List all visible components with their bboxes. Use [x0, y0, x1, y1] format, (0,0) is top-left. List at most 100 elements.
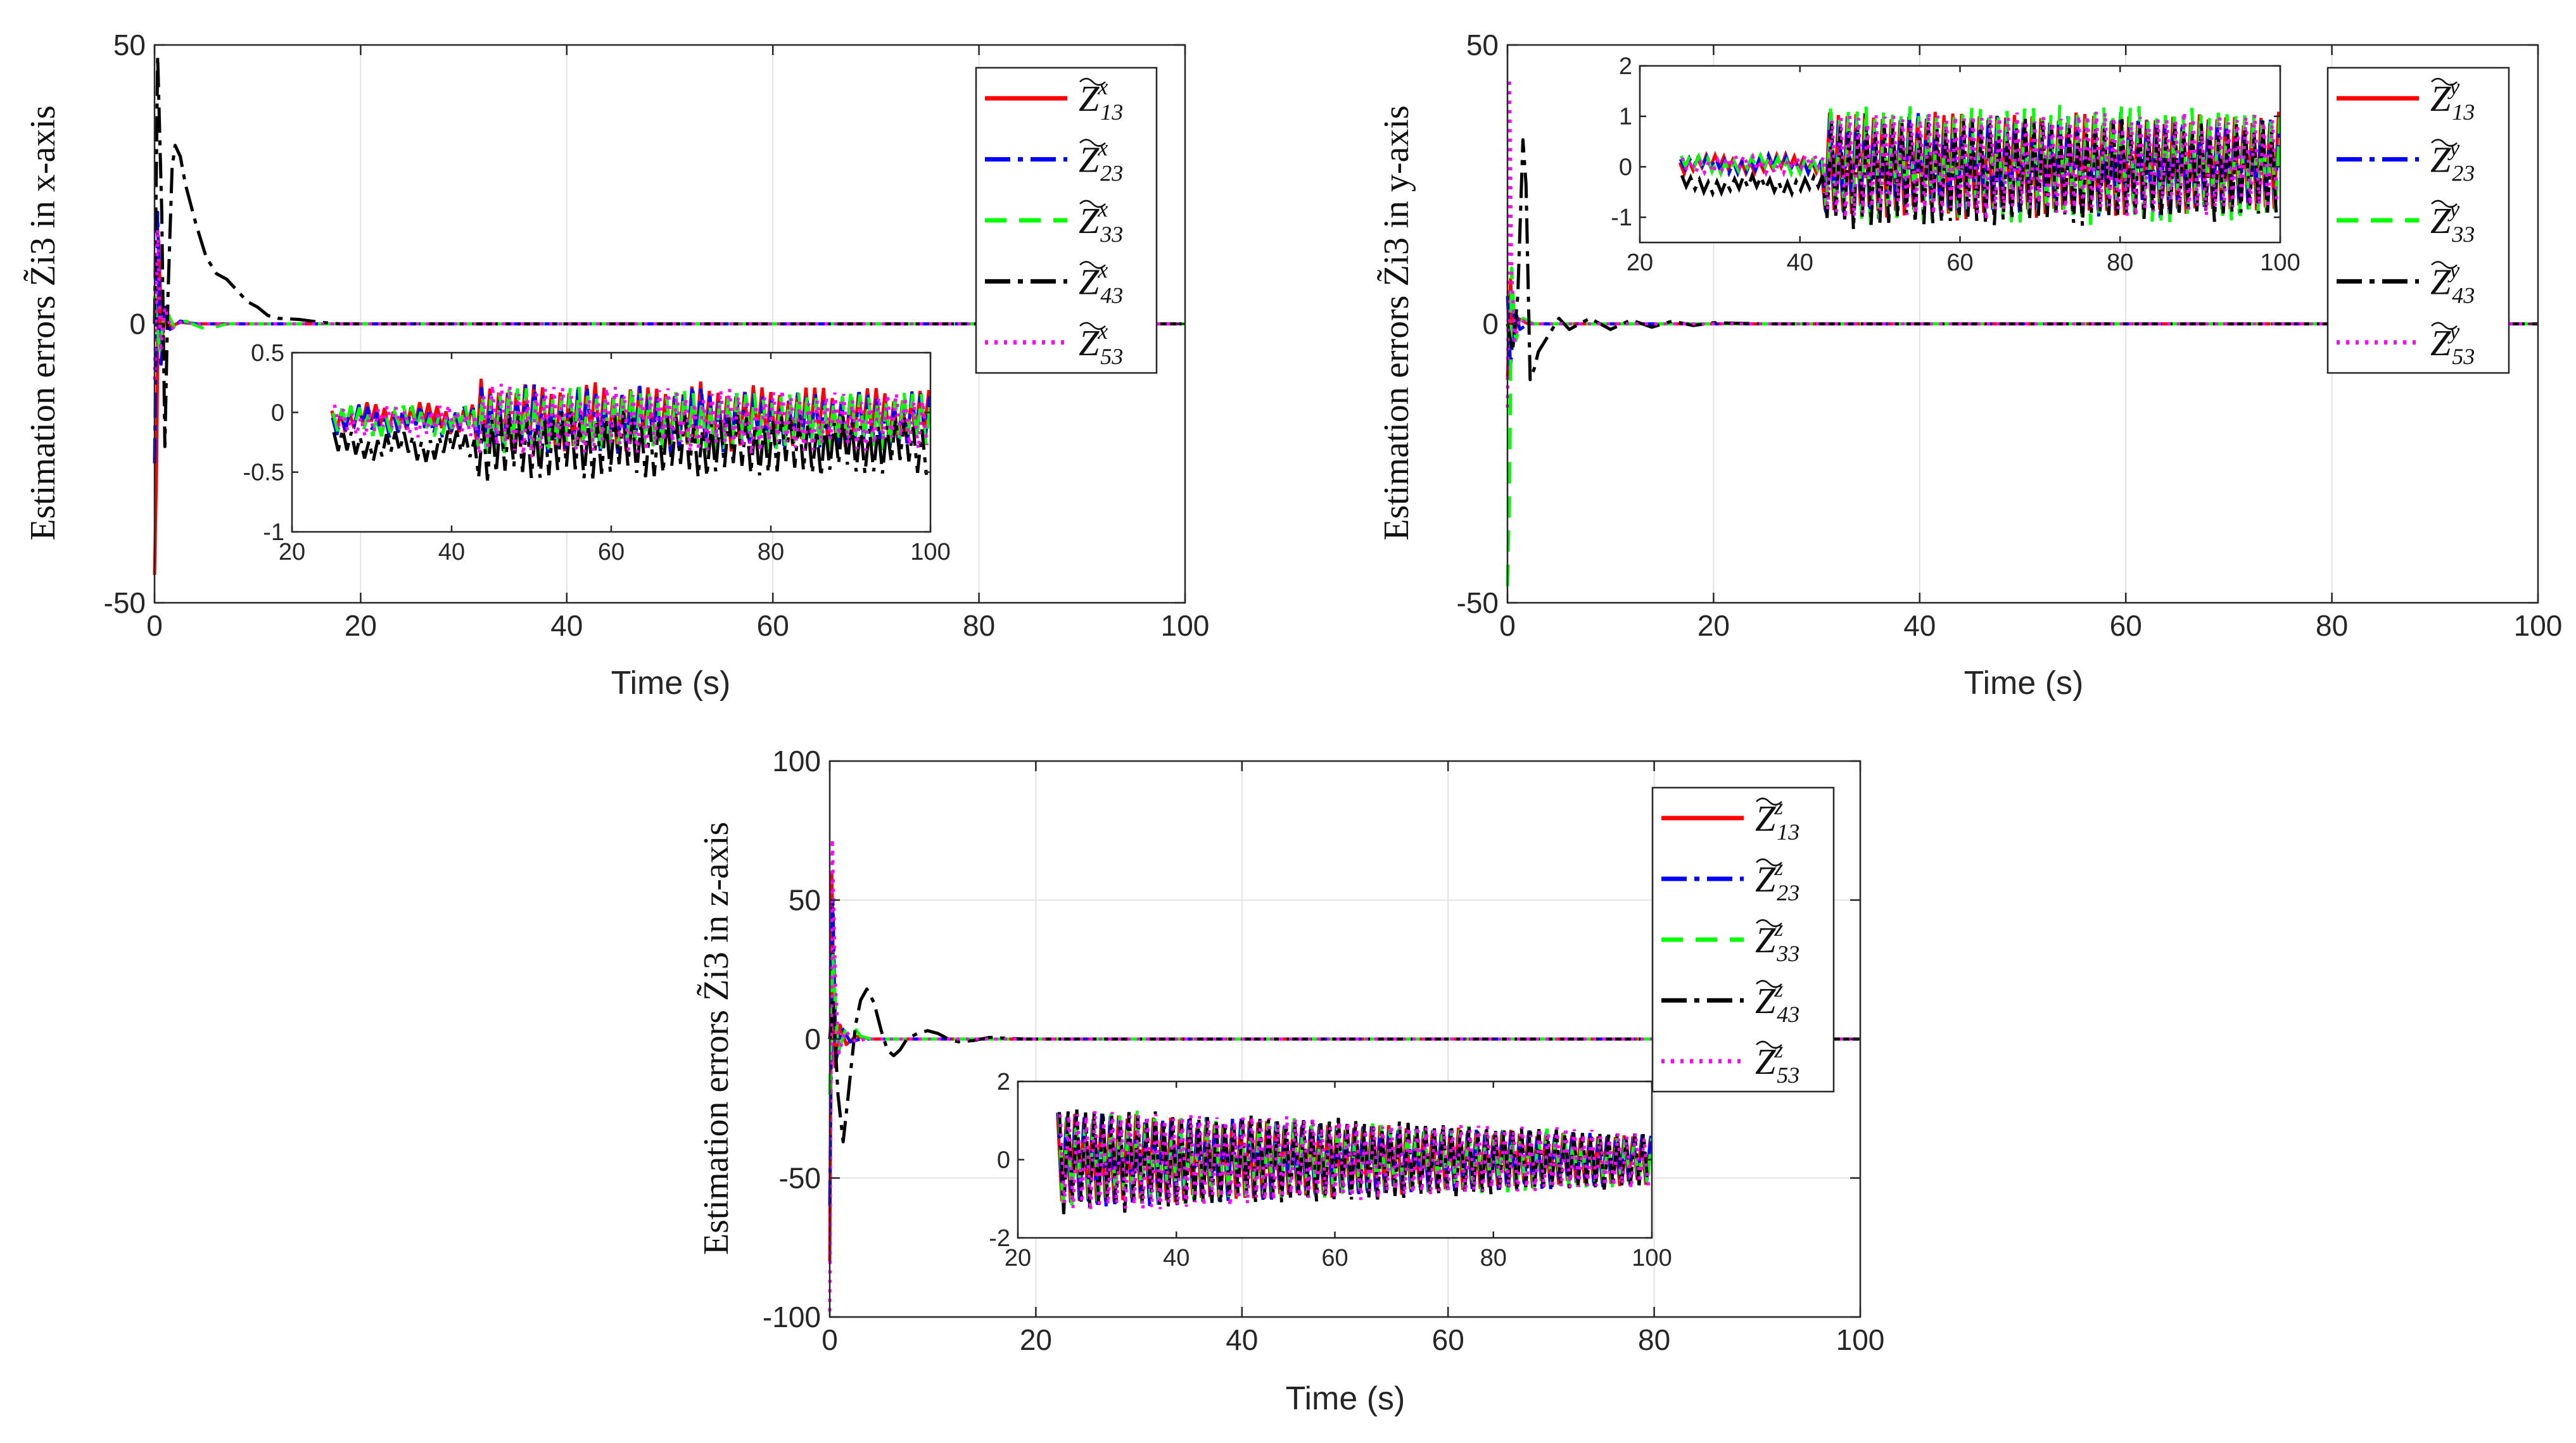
chart-y-series-line-4 — [1506, 138, 2538, 382]
chart-y-x-axis-label: Time (s) — [1964, 665, 2084, 702]
chart-x-legend-label-1: Z13x — [1079, 74, 1123, 125]
chart-y-inset: 20 40 60 80 100 -1 0 1 2 — [1611, 53, 2300, 276]
chart-z-inset-ytick-label-1: 0 — [997, 1147, 1010, 1174]
chart-y-ytick-label-0: -50 — [1457, 586, 1499, 619]
chart-x-legend-label-2: Z23x — [1079, 135, 1123, 186]
chart-z-legend-tilde-3 — [1756, 919, 1782, 928]
chart-x-inset-xtick-label-4: 100 — [910, 539, 950, 565]
chart-y-legend-label-3: Z33y — [2430, 196, 2475, 247]
chart-z-ytick-label-3: 50 — [789, 884, 821, 917]
chart-x-xtick-label-2: 40 — [550, 609, 583, 642]
chart-z-inset: 20 40 60 80 100 -2 0 2 — [989, 1069, 1672, 1271]
chart-x-legend-label-3: Z33x — [1079, 196, 1123, 247]
chart-y-inset-xtick-label-0: 20 — [1627, 249, 1653, 276]
chart-z-legend-tilde-4 — [1756, 980, 1782, 988]
chart-z-xtick-label-4: 80 — [1638, 1323, 1670, 1356]
chart-y-legend-tilde-1 — [2431, 77, 2458, 86]
chart-x-inset-xtick-label-3: 80 — [758, 539, 784, 565]
chart-z-xtick-label-3: 60 — [1432, 1323, 1464, 1356]
chart-y-xtick-label-2: 40 — [1903, 609, 1936, 642]
chart-x-series-line-4 — [153, 54, 1185, 448]
chart-x-inset: 20 40 60 80 100 -1 -0.5 0 0.5 — [243, 340, 951, 565]
chart-x-x-axis-label: Time (s) — [611, 665, 731, 702]
chart-x-xtick-label-3: 60 — [757, 609, 789, 642]
chart-z-inset-xtick-label-4: 100 — [1632, 1245, 1672, 1271]
chart-x-ytick-label-1: 0 — [129, 308, 146, 341]
chart-x-inset-xtick-label-2: 60 — [598, 539, 625, 565]
chart-x-legend-tilde-1 — [1079, 77, 1106, 86]
chart-x-inset-xtick-label-0: 20 — [279, 539, 305, 565]
chart-z-legend-tilde-5 — [1756, 1040, 1782, 1049]
chart-y-legend-label-2: Z23y — [2430, 135, 2475, 186]
chart-x-series-line-5 — [153, 227, 1185, 380]
chart-y-xtick-label-0: 0 — [1499, 609, 1516, 642]
chart-z-inset-series-5 — [1058, 1110, 1651, 1211]
chart-x-ytick-label-0: -50 — [104, 586, 146, 619]
chart-z-xtick-label-5: 100 — [1836, 1323, 1885, 1356]
chart-y-inset-xtick-label-1: 40 — [1787, 249, 1813, 276]
chart-y-legend-label-4: Z43y — [2430, 257, 2475, 308]
chart-y-xtick-label-4: 80 — [2316, 609, 2348, 642]
chart-y-xtick-label-3: 60 — [2110, 609, 2142, 642]
chart-y-ytick-label-1: 0 — [1482, 308, 1499, 341]
chart-x-legend-label-4: Z43x — [1079, 257, 1123, 308]
chart-x-inset-lines — [330, 379, 930, 481]
chart-x-inset-ytick-label-0: -1 — [263, 519, 284, 546]
chart-y-legend-tilde-3 — [2431, 199, 2458, 208]
chart-x-xtick-label-0: 0 — [146, 609, 163, 642]
chart-z-ytick-label-1: -50 — [779, 1162, 821, 1195]
chart-z-inset-xtick-label-2: 60 — [1321, 1245, 1348, 1271]
chart-y-legend-tilde-2 — [2431, 139, 2458, 147]
chart-y-inset-lines — [1678, 104, 2280, 230]
chart-z-legend-label-4: Z43z — [1755, 976, 1799, 1027]
chart-z-legend-label-3: Z33z — [1755, 916, 1799, 966]
chart-y-legend: Z13y Z23y Z33y Z43y Z53y — [2326, 66, 2510, 374]
chart-z-xtick-label-1: 20 — [1020, 1323, 1052, 1356]
chart-y-ytick-label-2: 50 — [1466, 28, 1499, 61]
chart-y-inset-ytick-label-3: 2 — [1619, 53, 1632, 80]
chart-x-inset-series-5 — [333, 384, 929, 458]
chart-z-legend-tilde-2 — [1756, 858, 1782, 867]
chart-z-inset-xtick-label-3: 80 — [1480, 1245, 1507, 1271]
chart-x-y-axis-label: Estimation errors Z̃i3 in x-axis — [23, 105, 63, 540]
chart-x-xtick-label-5: 100 — [1161, 609, 1210, 642]
chart-z-inset-series-4 — [1058, 1109, 1650, 1214]
chart-y-legend-label-1: Z13y — [2430, 74, 2475, 125]
chart-y-inset-ytick-label-0: -1 — [1611, 205, 1632, 231]
chart-x-xtick-label-4: 80 — [963, 609, 995, 642]
chart-y-legend-label-5: Z53y — [2430, 318, 2475, 369]
chart-z-ytick-label-2: 0 — [804, 1023, 821, 1055]
chart-z-inset-lines — [1056, 1109, 1652, 1214]
chart-y-legend-tilde-4 — [2431, 261, 2458, 269]
chart-z-legend-label-5: Z53z — [1755, 1037, 1799, 1088]
chart-z-legend-label-1: Z13z — [1755, 794, 1799, 845]
chart-z-inset-ytick-label-2: 2 — [997, 1069, 1010, 1095]
chart-x-xtick-label-1: 20 — [345, 609, 377, 642]
chart-y-inset-xtick-label-2: 60 — [1946, 249, 1973, 276]
chart-x-inset-xtick-label-1: 40 — [438, 539, 465, 565]
chart-y-inset-series-5 — [1680, 111, 2279, 220]
chart-x-legend-tilde-2 — [1079, 139, 1106, 147]
chart-x-legend-tilde-5 — [1079, 322, 1106, 331]
chart-x-ytick-label-2: 50 — [113, 28, 146, 61]
chart-x-inset-ytick-label-3: 0.5 — [251, 340, 284, 367]
chart-z-inset-xtick-label-0: 20 — [1005, 1245, 1031, 1271]
chart-x-legend-tilde-4 — [1079, 261, 1106, 269]
chart-z-ytick-label-4: 100 — [772, 745, 821, 778]
chart-x-legend: Z13x Z23x Z33x Z43x Z53x — [975, 66, 1158, 374]
chart-z-y-axis-label: Estimation errors Z̃i3 in z-axis — [696, 822, 736, 1255]
chart-y-y-axis-label: Estimation errors Z̃i3 in y-axis — [1376, 105, 1416, 540]
chart-z-x-axis-label: Time (s) — [1286, 1380, 1405, 1417]
chart-z-series-line-3 — [828, 954, 1860, 1095]
chart-x-legend-label-5: Z53x — [1079, 318, 1123, 369]
chart-z-ytick-label-0: -100 — [763, 1301, 821, 1333]
chart-y-xtick-label-1: 20 — [1697, 609, 1730, 642]
chart-z-inset-xtick-label-1: 40 — [1163, 1245, 1190, 1271]
chart-z-xtick-label-0: 0 — [822, 1323, 838, 1356]
chart-z-inset-ytick-label-0: -2 — [989, 1225, 1010, 1252]
chart-x-inset-series-2 — [331, 384, 930, 455]
